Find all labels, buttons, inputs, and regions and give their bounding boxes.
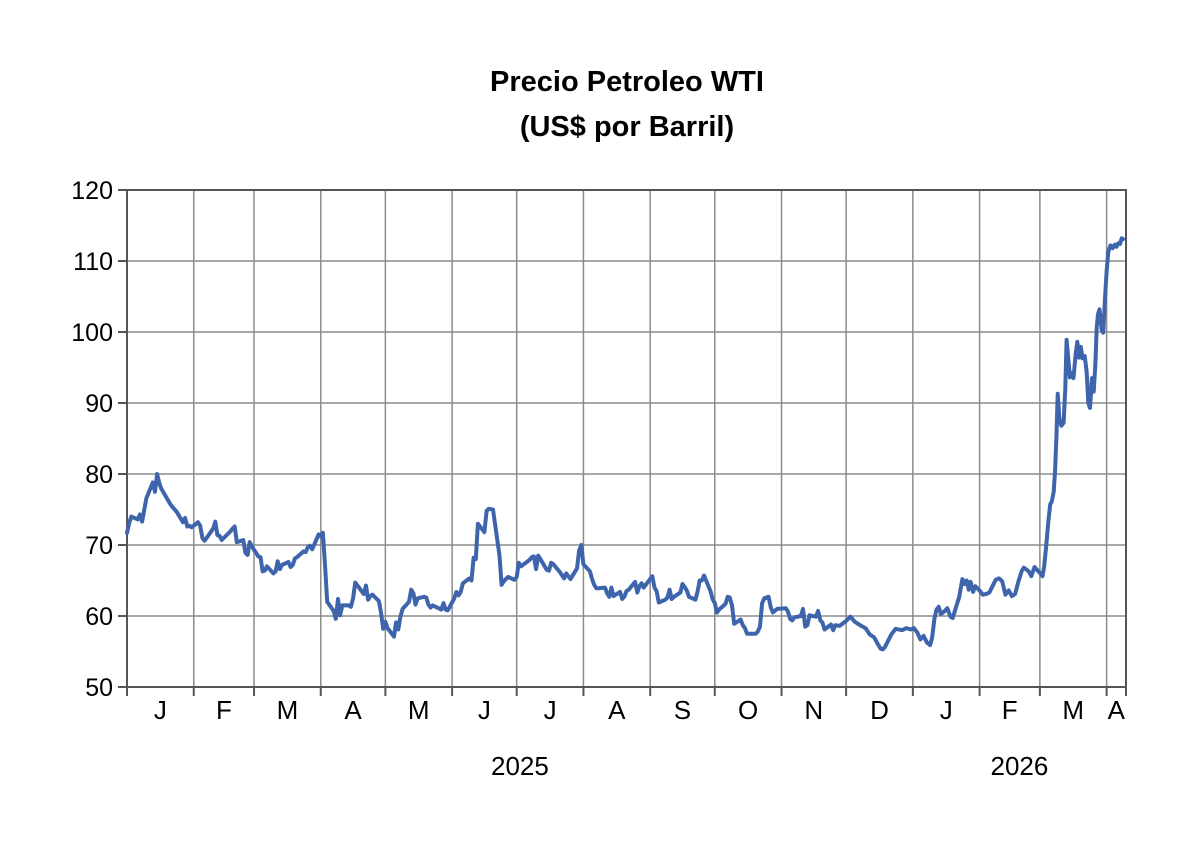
month-label: M	[1062, 695, 1084, 725]
month-label: J	[478, 695, 491, 725]
month-label: J	[940, 695, 953, 725]
y-axis-label: 80	[85, 461, 113, 489]
price-line	[125, 236, 1125, 652]
month-label: M	[277, 695, 299, 725]
y-axis-label: 100	[71, 319, 113, 347]
month-label: O	[738, 695, 758, 725]
month-label: D	[870, 695, 889, 725]
y-axis-label: 120	[71, 177, 113, 205]
y-axis-label: 60	[85, 603, 113, 631]
gridlines	[127, 190, 1126, 687]
year-label: 2025	[491, 751, 549, 781]
month-label: F	[1002, 695, 1018, 725]
month-label: N	[804, 695, 823, 725]
y-axis-label: 90	[85, 390, 113, 418]
y-axis-label: 50	[85, 674, 113, 702]
month-label: J	[154, 695, 167, 725]
month-label: J	[544, 695, 557, 725]
month-label: F	[216, 695, 232, 725]
month-label: M	[408, 695, 430, 725]
month-label: A	[344, 695, 362, 725]
axes	[118, 189, 1127, 696]
y-axis-label: 110	[73, 248, 113, 276]
series-layer	[125, 236, 1125, 652]
y-axis-label: 70	[85, 532, 113, 560]
month-label: A	[1108, 695, 1126, 725]
month-label: A	[608, 695, 626, 725]
plot-border	[126, 189, 1127, 688]
month-label: S	[674, 695, 691, 725]
year-label: 2026	[991, 751, 1049, 781]
chart-subtitle: (US$ por Barril)	[520, 111, 734, 143]
chart-title: Precio Petroleo WTI	[490, 66, 764, 98]
